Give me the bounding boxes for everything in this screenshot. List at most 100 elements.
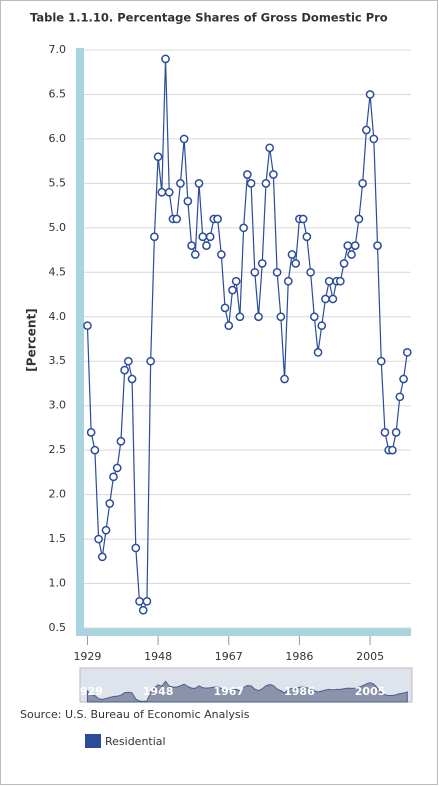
marker <box>373 241 382 250</box>
legend-swatch <box>85 734 101 748</box>
y-tick-label: 4.0 <box>49 310 67 323</box>
navigator-label: 1986 <box>284 685 315 698</box>
marker <box>183 196 193 206</box>
marker <box>257 259 267 268</box>
marker <box>309 312 319 322</box>
marker <box>358 179 368 188</box>
marker <box>287 250 297 259</box>
marker <box>198 232 208 242</box>
marker <box>243 170 252 179</box>
marker <box>176 179 185 188</box>
y-tick-label: 3.5 <box>49 354 67 367</box>
marker <box>220 303 230 313</box>
y-tick-label: 6.0 <box>49 132 67 145</box>
marker <box>354 214 364 224</box>
marker <box>187 241 196 250</box>
marker <box>302 232 312 242</box>
marker <box>239 223 248 233</box>
marker <box>231 276 241 286</box>
marker <box>362 125 371 135</box>
marker <box>261 179 271 188</box>
marker <box>161 54 170 64</box>
marker <box>399 374 408 384</box>
marker <box>190 250 200 259</box>
marker <box>291 259 301 268</box>
marker <box>202 241 211 250</box>
marker <box>213 214 222 224</box>
marker <box>254 312 263 322</box>
marker <box>335 276 345 286</box>
marker <box>90 445 100 455</box>
marker <box>235 312 245 322</box>
marker <box>86 428 96 437</box>
marker <box>116 436 126 446</box>
marker <box>376 356 386 366</box>
marker <box>298 214 308 224</box>
marker <box>216 250 226 259</box>
marker <box>120 365 129 375</box>
y-tick-label: 2.0 <box>49 488 67 501</box>
marker <box>157 187 167 197</box>
marker <box>83 321 92 331</box>
x-tick-label: 1929 <box>73 650 101 663</box>
marker <box>317 321 327 331</box>
marker <box>105 499 115 508</box>
x-tick-label: 2005 <box>356 650 384 663</box>
y-tick-label: 1.0 <box>49 577 67 590</box>
y-tick-label: 1.5 <box>49 532 67 545</box>
marker <box>138 605 148 615</box>
marker <box>276 312 286 322</box>
y-tick-label: 5.0 <box>49 221 67 234</box>
marker <box>153 152 163 162</box>
y-tick-label: 2.5 <box>49 443 67 456</box>
marker <box>306 267 315 277</box>
marker <box>228 285 237 295</box>
chart-title: Table 1.1.10. Percentage Shares of Gross… <box>30 11 388 25</box>
marker <box>402 347 412 357</box>
x-tick-label: 1986 <box>285 650 313 663</box>
marker <box>339 259 349 268</box>
y-axis-label: [Percent] <box>25 308 39 371</box>
marker <box>97 552 107 562</box>
marker <box>123 356 133 366</box>
marker <box>272 267 282 277</box>
y-tick-label: 6.5 <box>49 87 67 100</box>
marker <box>194 179 204 188</box>
marker <box>131 543 141 553</box>
marker <box>179 134 189 144</box>
x-tick-label: 1948 <box>144 650 172 663</box>
marker <box>321 294 330 304</box>
marker <box>265 143 275 153</box>
x-tick-label: 1967 <box>215 650 243 663</box>
marker <box>172 214 182 224</box>
marker <box>127 374 137 384</box>
marker <box>135 596 144 606</box>
marker <box>205 232 215 242</box>
marker <box>94 534 103 544</box>
marker <box>391 428 401 437</box>
marker <box>347 250 356 259</box>
source: Source: U.S. Bureau of Economic Analysis <box>20 708 250 721</box>
marker <box>150 232 159 242</box>
navigator-label: 1929 <box>72 685 103 698</box>
marker <box>224 321 234 331</box>
marker <box>395 392 405 402</box>
navigator-label: 1967 <box>213 685 244 698</box>
marker <box>164 187 174 197</box>
marker <box>328 294 338 304</box>
marker <box>146 356 156 366</box>
x-axis-band <box>76 628 411 636</box>
y-tick-label: 7.0 <box>49 43 67 56</box>
marker <box>109 472 118 482</box>
marker <box>380 428 390 437</box>
navigator-label: 2005 <box>355 685 386 698</box>
y-tick-label: 4.5 <box>49 265 67 278</box>
marker <box>324 276 334 286</box>
marker <box>343 241 353 250</box>
marker <box>250 267 260 277</box>
y-axis-band <box>76 48 84 636</box>
navigator-label: 1948 <box>143 685 174 698</box>
marker <box>142 596 152 606</box>
marker <box>283 276 293 286</box>
